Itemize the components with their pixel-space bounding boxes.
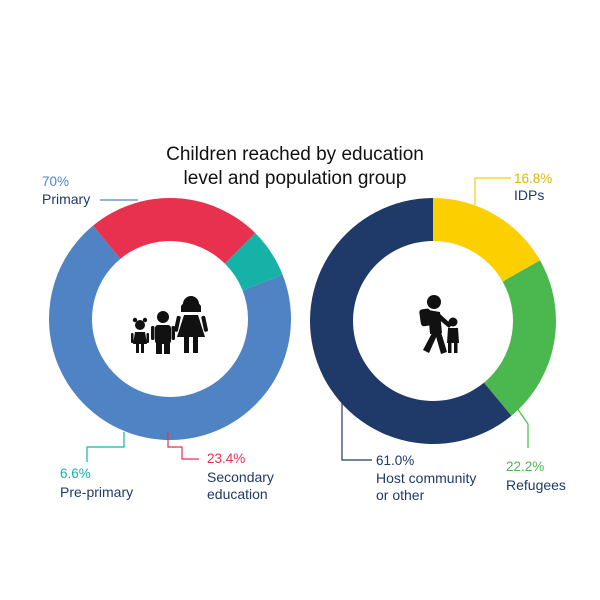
category-label-idps: IDPs [514, 187, 544, 203]
category-label-host-community-line-1: Host community [376, 470, 476, 486]
leader-line-pre-primary [86, 432, 125, 462]
category-label-host-community-line-2: or other [376, 487, 425, 503]
category-label-refugees: Refugees [506, 477, 566, 493]
chart-title-line-1: Children reached by education [166, 144, 424, 165]
value-label-pre-primary: 6.6% [60, 466, 91, 481]
value-label-host-community: 61.0% [376, 453, 414, 468]
category-label-secondary-line-2: education [207, 486, 268, 502]
donut-education-level: 70% Primary 23.4% Secondary education 6.… [42, 174, 291, 502]
slice-idps [433, 198, 541, 282]
slice-primary [48, 225, 291, 440]
slices-population-group [309, 198, 556, 444]
category-label-pre-primary: Pre-primary [60, 484, 133, 500]
category-label-secondary-line-1: Secondary [207, 469, 274, 485]
value-label-refugees: 22.2% [506, 459, 544, 474]
leader-line-idps [474, 177, 511, 205]
donut-population-group: 16.8% IDPs 22.2% Refugees 61.0% Host com… [309, 171, 566, 503]
category-label-primary: Primary [42, 191, 90, 207]
value-label-primary: 70% [42, 174, 69, 189]
slice-refugees [483, 260, 556, 416]
slice-host-community-or-other [309, 198, 512, 444]
adult-walking-with-child-icon [419, 295, 459, 354]
leader-line-refugees [516, 407, 529, 448]
slice-secondary-education [93, 198, 256, 264]
slices-education-level [48, 198, 291, 440]
slice-pre-primary [224, 233, 283, 291]
value-label-secondary: 23.4% [207, 451, 245, 466]
chart-title-line-2: level and population group [184, 168, 407, 189]
leader-line-host-community [341, 403, 372, 461]
leader-line-secondary [167, 432, 199, 460]
children-family-icon [131, 296, 209, 354]
value-label-idps: 16.8% [514, 171, 552, 186]
